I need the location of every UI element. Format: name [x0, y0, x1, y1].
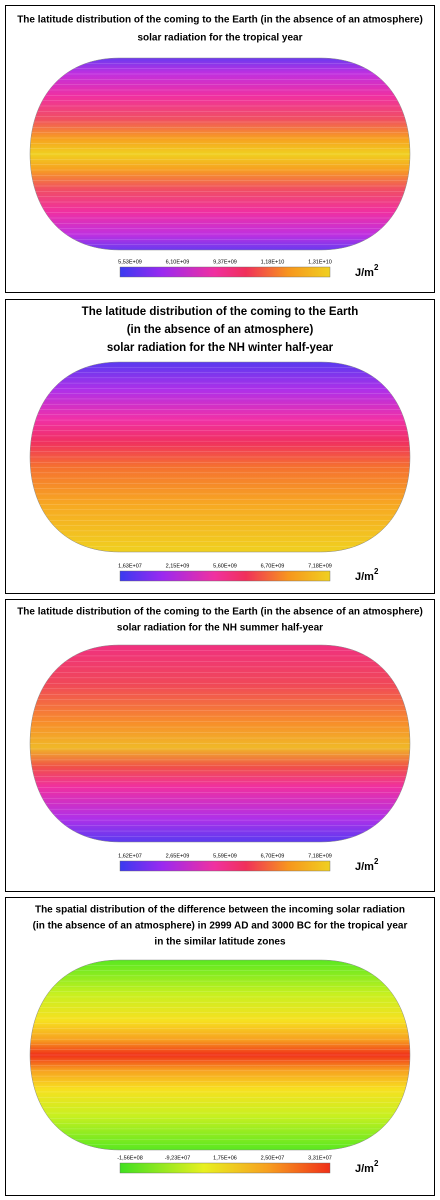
panel-title: in the similar latitude zones: [154, 937, 286, 948]
unit-base: J/m: [355, 861, 374, 873]
colorbar-tick-label: 9,37E+09: [213, 259, 237, 265]
colorbar-tick-label: 6,70E+09: [261, 563, 285, 569]
panel-title: (in the absence of an atmosphere) in 299…: [33, 921, 408, 932]
panel-frame: [5, 897, 435, 1196]
unit-sup: 2: [374, 263, 379, 272]
colorbar-tick-label: -1,56E+08: [117, 1155, 143, 1161]
panel: The latitude distribution of the coming …: [5, 299, 435, 594]
panel-title: The latitude distribution of the coming …: [17, 15, 423, 26]
colorbar-tick-label: 5,60E+09: [213, 563, 237, 569]
panel: The latitude distribution of the coming …: [5, 599, 435, 892]
unit: J/m2: [355, 567, 379, 583]
graticule: [30, 367, 410, 547]
panel-frame: [5, 5, 435, 293]
unit: J/m2: [355, 263, 379, 279]
map: [29, 57, 411, 251]
colorbar: [119, 1162, 331, 1174]
panel-title: The spatial distribution of the differen…: [35, 905, 405, 916]
colorbar-tick-label: 5,59E+09: [213, 853, 237, 859]
panel-frame: [5, 299, 435, 594]
graticule: [30, 650, 410, 837]
unit-base: J/m: [355, 267, 374, 279]
unit-sup: 2: [374, 857, 379, 866]
colorbar-tick-label: 2,50E+07: [261, 1155, 285, 1161]
panel-title: The latitude distribution of the coming …: [82, 306, 359, 318]
colorbar: [119, 266, 331, 278]
panel: The spatial distribution of the differen…: [5, 897, 435, 1196]
map: [29, 644, 411, 843]
colorbar-tick-label: -9,23E+07: [165, 1155, 191, 1161]
colorbar-tick-label: 1,75E+06: [213, 1155, 237, 1161]
map: [29, 361, 411, 553]
colorbar-tick-label: 1,18E+10: [261, 259, 285, 265]
colorbar-tick-label: 5,53E+09: [118, 259, 142, 265]
unit-sup: 2: [374, 567, 379, 576]
colorbar-tick-label: 2,15E+09: [166, 563, 190, 569]
map: [29, 959, 411, 1151]
unit-base: J/m: [355, 1163, 374, 1175]
unit-sup: 2: [374, 1159, 379, 1168]
colorbar-tick-label: 6,70E+09: [261, 853, 285, 859]
colorbar-tick-label: 1,63E+07: [118, 563, 142, 569]
colorbar: [119, 570, 331, 582]
colorbar-tick-label: 3,31E+07: [308, 1155, 332, 1161]
colorbar: [119, 860, 331, 872]
panel-title: solar radiation for the NH winter half-y…: [107, 342, 334, 354]
panel-title: solar radiation for the NH summer half-y…: [117, 623, 323, 634]
colorbar-tick-label: 2,65E+09: [166, 853, 190, 859]
colorbar-tick-label: 7,18E+09: [308, 853, 332, 859]
panel-frame: [5, 599, 435, 892]
unit: J/m2: [355, 1159, 379, 1175]
graticule: [30, 965, 410, 1145]
colorbar-tick-label: 1,62E+07: [118, 853, 142, 859]
colorbar-tick-label: 1,31E+10: [308, 259, 332, 265]
panel: The latitude distribution of the coming …: [5, 5, 435, 293]
unit-base: J/m: [355, 571, 374, 583]
panel-title: The latitude distribution of the coming …: [17, 607, 423, 618]
panel-title: (in the absence of an atmosphere): [127, 324, 314, 336]
graticule: [30, 63, 410, 245]
unit: J/m2: [355, 857, 379, 873]
colorbar-tick-label: 7,18E+09: [308, 563, 332, 569]
panel-title: solar radiation for the tropical year: [137, 33, 302, 44]
colorbar-tick-label: 6,10E+09: [166, 259, 190, 265]
